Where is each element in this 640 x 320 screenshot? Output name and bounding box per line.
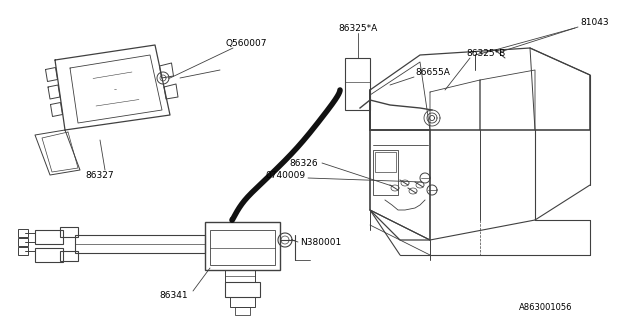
Text: 86325*A: 86325*A xyxy=(339,23,378,33)
Text: 86327: 86327 xyxy=(86,171,115,180)
Text: 81043: 81043 xyxy=(580,18,609,27)
Bar xyxy=(75,235,205,253)
Text: A863001056: A863001056 xyxy=(518,303,572,313)
Text: N380001: N380001 xyxy=(300,237,341,246)
Text: 86655A: 86655A xyxy=(415,68,450,76)
Bar xyxy=(60,251,78,261)
Bar xyxy=(373,150,398,195)
Text: Q560007: Q560007 xyxy=(225,38,266,47)
Bar xyxy=(345,58,370,110)
Bar xyxy=(18,238,28,246)
Bar xyxy=(210,230,275,265)
Bar xyxy=(35,248,63,262)
Bar xyxy=(205,222,280,270)
Bar xyxy=(60,227,78,237)
Text: 86325*B: 86325*B xyxy=(466,49,505,58)
Bar xyxy=(18,247,28,255)
Bar xyxy=(375,152,396,172)
Text: 86326: 86326 xyxy=(289,158,318,167)
Bar xyxy=(230,297,255,307)
Bar xyxy=(225,270,255,282)
Bar xyxy=(235,307,250,315)
Bar xyxy=(225,282,260,297)
Text: 86341: 86341 xyxy=(159,291,188,300)
Bar xyxy=(35,230,63,244)
Bar xyxy=(18,229,28,237)
Text: 0740009: 0740009 xyxy=(265,171,305,180)
